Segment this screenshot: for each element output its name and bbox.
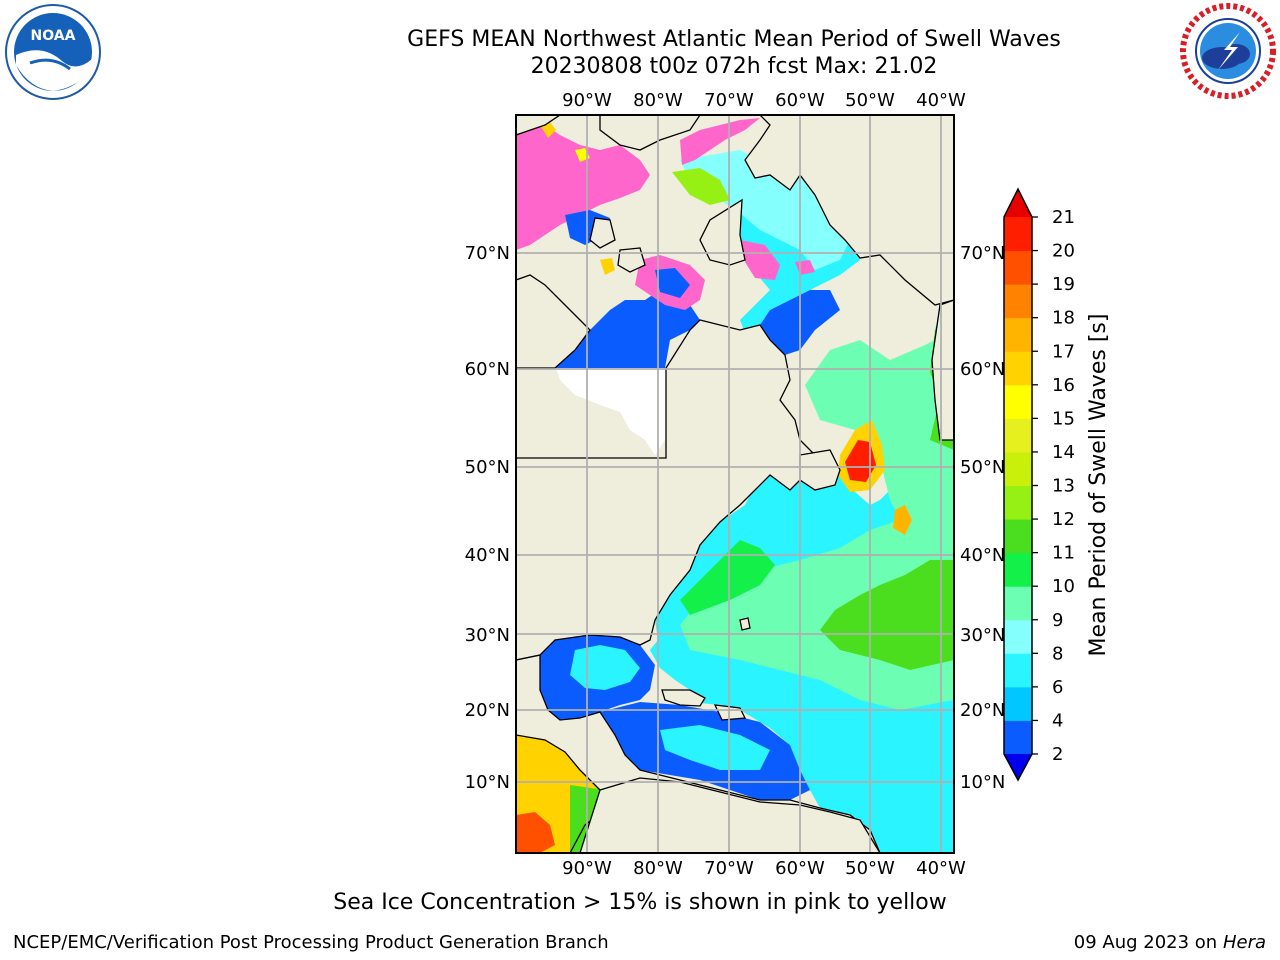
lon-tick-bottom-80w: 80°W	[633, 858, 683, 879]
pacific-swell-red	[516, 812, 555, 853]
colorbar: 2 4 6 8 9 10 11 12 13 14 15 16 17 18 19 20 21	[1003, 187, 1075, 782]
lat-ticks-right: 70°N 60°N 50°N 40°N 30°N 20°N 10°N	[960, 243, 1005, 793]
lat-tick-right-50n: 50°N	[960, 457, 1005, 478]
lat-ticks-left: 70°N 60°N 50°N 40°N 30°N 20°N 10°N	[465, 243, 510, 793]
lon-tick-top-80w: 80°W	[633, 90, 683, 111]
lat-tick-right-30n: 30°N	[960, 625, 1005, 646]
lat-tick-left-20n: 20°N	[465, 700, 510, 721]
lat-tick-left-10n: 10°N	[465, 772, 510, 793]
lon-tick-bottom-90w: 90°W	[562, 858, 612, 879]
footer-host: Hera	[1222, 932, 1266, 953]
colorbar-segment	[1004, 351, 1032, 386]
colorbar-tick-label: 21	[1052, 207, 1075, 228]
land-masses	[516, 115, 954, 853]
chart-title: GEFS MEAN Northwest Atlantic Mean Period…	[407, 26, 1061, 80]
lat-tick-right-70n: 70°N	[960, 243, 1005, 264]
hudson-bay	[555, 290, 700, 368]
baffin-bay-green	[680, 150, 850, 270]
colorbar-over-arrow	[1004, 189, 1032, 217]
colorbar-segment	[1004, 519, 1032, 554]
baffin-bay-core	[672, 168, 730, 205]
title-line-1: GEFS MEAN Northwest Atlantic Mean Period…	[407, 27, 1061, 52]
colorbar-tick-label: 20	[1052, 241, 1075, 262]
lon-tick-top-50w: 50°W	[845, 90, 895, 111]
colorbar-tick-label: 4	[1052, 710, 1063, 731]
colorbar-segment	[1004, 653, 1032, 688]
colorbar-tick-label: 14	[1052, 442, 1075, 463]
colorbar-tick-label: 10	[1052, 576, 1075, 597]
map-grid	[516, 115, 954, 853]
noaa-logo: NOAA	[5, 4, 101, 100]
colorbar-segment	[1004, 384, 1032, 419]
colorbar-segment	[1004, 720, 1032, 755]
colorbar-tick-label: 18	[1052, 308, 1075, 329]
colorbar-segment	[1004, 451, 1032, 486]
noaa-logo-text: NOAA	[31, 28, 76, 44]
footer-date: 09 Aug 2023 on Hera	[1074, 932, 1266, 953]
lat-tick-left-60n: 60°N	[465, 359, 510, 380]
colorbar-segment	[1004, 317, 1032, 352]
colorbar-tick-label: 16	[1052, 375, 1075, 396]
lon-tick-bottom-70w: 70°W	[704, 858, 754, 879]
swell-peak-zone	[845, 440, 876, 482]
swell-green-core	[820, 560, 954, 670]
sea-ice-arctic	[516, 118, 815, 310]
lon-tick-bottom-60w: 60°W	[775, 858, 825, 879]
colorbar-tick-label: 15	[1052, 408, 1075, 429]
lat-tick-right-20n: 20°N	[960, 700, 1005, 721]
colorbar-segment	[1004, 552, 1032, 587]
lat-tick-left-50n: 50°N	[465, 457, 510, 478]
colorbar-tick-label: 2	[1052, 744, 1063, 765]
colorbar-segment	[1004, 619, 1032, 654]
colorbar-segment	[1004, 217, 1032, 252]
hudson-land-south	[556, 368, 685, 458]
lon-tick-top-90w: 90°W	[562, 90, 612, 111]
colorbar-segment	[1004, 686, 1032, 721]
caribbean-core	[660, 725, 770, 770]
colorbar-segment	[1004, 418, 1032, 453]
colorbar-tick-label: 13	[1052, 476, 1075, 497]
colorbar-tick-label: 9	[1052, 610, 1063, 631]
colorbar-segment	[1004, 250, 1032, 285]
colorbar-tick-label: 11	[1052, 543, 1075, 564]
colorbar-tick-label: 17	[1052, 341, 1075, 362]
lon-tick-top-70w: 70°W	[704, 90, 754, 111]
colorbar-tick-label: 6	[1052, 677, 1063, 698]
nws-logo	[1180, 3, 1276, 99]
colorbar-tick-label: 8	[1052, 643, 1063, 664]
footer-date-text: 09 Aug 2023 on	[1073, 932, 1218, 953]
colorbar-tick-label: 12	[1052, 509, 1075, 530]
colorbar-under-arrow	[1004, 754, 1032, 780]
sea-ice-note: Sea Ice Concentration > 15% is shown in …	[333, 890, 947, 915]
lat-tick-right-40n: 40°N	[960, 545, 1005, 566]
lon-tick-bottom-50w: 50°W	[845, 858, 895, 879]
lon-tick-top-60w: 60°W	[775, 90, 825, 111]
lat-tick-right-10n: 10°N	[960, 772, 1005, 793]
lon-tick-top-40w: 40°W	[916, 90, 966, 111]
colorbar-segment	[1004, 284, 1032, 319]
lat-tick-right-60n: 60°N	[960, 359, 1005, 380]
title-line-2: 20230808 t00z 072h fcst Max: 21.02	[530, 54, 938, 79]
colorbar-segment	[1004, 586, 1032, 621]
lon-ticks-bottom: 90°W 80°W 70°W 60°W 50°W 40°W	[562, 858, 966, 879]
lat-tick-left-70n: 70°N	[465, 243, 510, 264]
lat-tick-left-40n: 40°N	[465, 545, 510, 566]
colorbar-label: Mean Period of Swell Waves [s]	[1086, 314, 1111, 657]
map-frame	[515, 114, 955, 854]
swell-high-zone-2	[893, 505, 912, 535]
lon-tick-bottom-40w: 40°W	[916, 858, 966, 879]
colorbar-tick-label: 19	[1052, 274, 1075, 295]
colorbar-segment	[1004, 485, 1032, 520]
lon-ticks-top: 90°W 80°W 70°W 60°W 50°W 40°W	[562, 90, 966, 111]
footer-credit: NCEP/EMC/Verification Post Processing Pr…	[13, 932, 609, 953]
lat-tick-left-30n: 30°N	[465, 625, 510, 646]
swell-green-west	[680, 540, 775, 615]
